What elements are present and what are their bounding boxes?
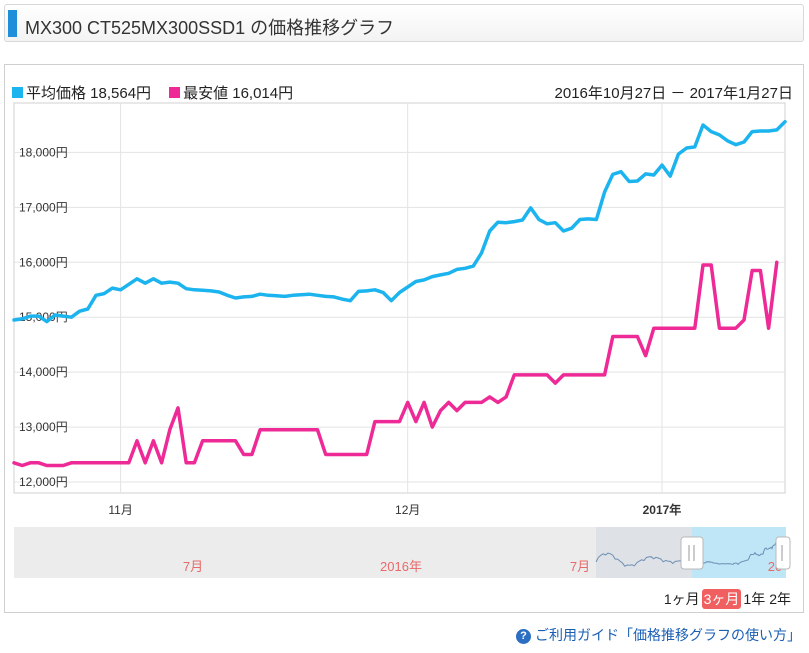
legend-item-avg[interactable]: 平均価格 18,564円 [12, 85, 151, 102]
range-1year-button[interactable]: 1年 [743, 591, 766, 607]
range-3month-button[interactable]: 3ヶ月 [701, 589, 742, 609]
chart-legend: 平均価格 18,564円 最安値 16,014円 [12, 82, 311, 103]
navigator-handle-right[interactable] [775, 536, 791, 570]
range-navigator[interactable]: 7月 2016年 7月 20 [14, 527, 791, 578]
page-title: MX300 CT525MX300SSD1 の価格推移グラフ [25, 18, 395, 38]
series-line-avg [12, 119, 787, 324]
navigator-label: 7月 [183, 559, 203, 574]
y-tick-label: 12,000円 [19, 475, 68, 489]
range-1month-button[interactable]: 1ヶ月 [663, 591, 700, 607]
x-axis-labels: 11月 12月 2017年 [108, 502, 681, 517]
y-tick-label: 14,000円 [19, 365, 68, 379]
gridlines [14, 103, 785, 493]
usage-guide: ? ご利用ガイド「価格推移グラフの使い方」 [516, 625, 801, 645]
y-axis-labels: 12,000円13,000円14,000円15,000円16,000円17,00… [19, 145, 68, 489]
navigator-handle-left[interactable] [680, 536, 704, 570]
guide-link[interactable]: ご利用ガイド「価格推移グラフの使い方」 [535, 627, 801, 643]
navigator-series-line [595, 541, 787, 568]
legend-swatch-avg [12, 87, 23, 98]
navigator-label: 7月 [570, 559, 590, 574]
date-range: 2016年10月27日 － 2017年1月27日 [554, 85, 793, 102]
y-tick-label: 18,000円 [19, 145, 68, 159]
y-tick-label: 13,000円 [19, 420, 68, 434]
legend-label-min: 最安値 16,014円 [183, 85, 294, 102]
navigator-selection[interactable] [692, 527, 786, 578]
series-lines [12, 119, 787, 468]
y-tick-label: 17,000円 [19, 200, 68, 214]
legend-swatch-min [169, 87, 181, 98]
x-tick-label: 2017年 [643, 502, 682, 517]
help-icon: ? [516, 629, 531, 644]
series-line-min [12, 260, 779, 468]
y-tick-label: 16,000円 [19, 255, 68, 269]
plot-area [13, 102, 786, 494]
guide-link-text: 「価格推移グラフの使い方」 [619, 627, 801, 643]
legend-label-avg: 平均価格 18,564円 [26, 85, 152, 102]
legend-item-min[interactable]: 最安値 16,014円 [169, 85, 293, 102]
title-accent-bar [8, 10, 17, 37]
range-2year-button[interactable]: 2年 [769, 591, 791, 607]
x-tick-label: 12月 [395, 503, 420, 517]
navigator-labels: 7月 2016年 7月 20 [183, 559, 782, 574]
guide-prefix: ご利用ガイド [535, 627, 619, 643]
range-selector: 1ヶ月 3ヶ月 1年 2年 [662, 589, 793, 609]
title-bar: MX300 CT525MX300SSD1 の価格推移グラフ [4, 4, 804, 42]
x-tick-label: 11月 [108, 503, 132, 517]
navigator-label: 2016年 [380, 559, 422, 574]
